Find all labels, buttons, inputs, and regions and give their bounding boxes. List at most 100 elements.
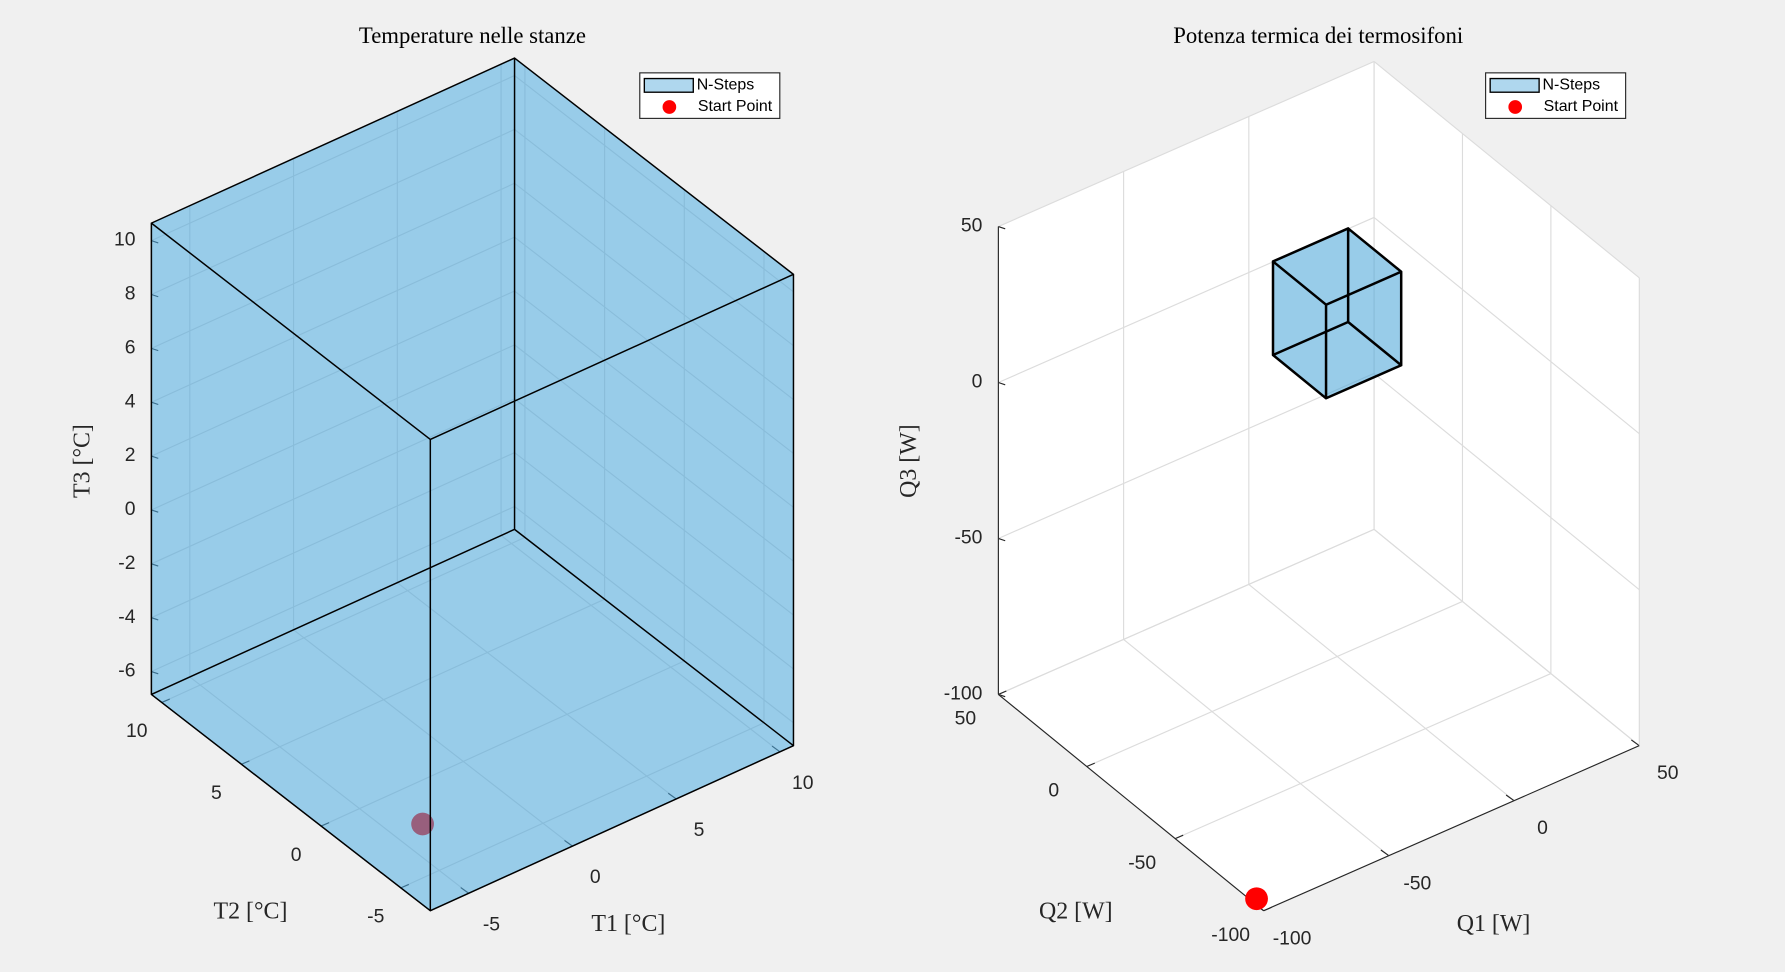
tick-mark bbox=[1505, 794, 1515, 802]
legend-box bbox=[639, 72, 781, 119]
box-face bbox=[151, 223, 431, 911]
tick-mark bbox=[241, 760, 250, 765]
box-face bbox=[151, 58, 515, 695]
box-face bbox=[430, 274, 794, 911]
chart-title: Potenza termica dei termosifoni bbox=[1173, 23, 1463, 48]
axes-1: -100 -50 0 50 -100 -50 0 50 -100 -50 0 50 Potenza te… bbox=[896, 23, 1678, 950]
y-tick-label: -50 bbox=[1128, 852, 1156, 874]
box-face bbox=[1348, 228, 1402, 366]
legend-swatch bbox=[1489, 77, 1540, 93]
tick-mark bbox=[1630, 739, 1640, 747]
grid-line bbox=[514, 344, 794, 562]
z-tick-label: 6 bbox=[125, 336, 136, 358]
grid-line bbox=[320, 660, 685, 827]
z-tick-label: 4 bbox=[125, 390, 136, 412]
y-tick-label: 5 bbox=[211, 782, 222, 804]
z-tick-label: -4 bbox=[118, 606, 135, 628]
grid-line bbox=[514, 452, 794, 670]
grid-line bbox=[151, 452, 515, 619]
y-tick-label: 0 bbox=[291, 844, 302, 866]
x-tick-label: 0 bbox=[590, 866, 601, 888]
grid-line bbox=[161, 536, 526, 703]
tick-mark bbox=[151, 670, 159, 675]
box-face bbox=[514, 58, 794, 746]
axes-0: -6 -4 -2 0 2 4 6 8 10 -5 0 5 10 -5 0 5 10 Temperature nel… bbox=[70, 23, 814, 937]
tick-mark bbox=[1086, 762, 1095, 768]
grid-line bbox=[189, 676, 470, 894]
grid-line bbox=[151, 505, 515, 673]
tick-mark bbox=[151, 563, 159, 567]
box-edges bbox=[150, 57, 795, 912]
tick-mark bbox=[460, 887, 470, 894]
z-tick-label: 50 bbox=[961, 215, 983, 237]
tick-mark bbox=[400, 883, 410, 889]
tick-mark bbox=[151, 401, 159, 406]
tick-mark bbox=[151, 509, 159, 513]
grid-line bbox=[514, 236, 794, 454]
grid-line bbox=[514, 506, 794, 724]
tick-mark bbox=[151, 293, 159, 298]
y-tick-label: 50 bbox=[955, 708, 977, 730]
grid-line bbox=[151, 128, 515, 296]
grid-line bbox=[514, 290, 794, 508]
x-tick-label: -50 bbox=[1403, 872, 1431, 894]
grid-line bbox=[241, 598, 605, 765]
legend-swatch bbox=[1508, 100, 1523, 114]
grid-line bbox=[293, 629, 573, 847]
z-tick-label: -100 bbox=[944, 683, 983, 705]
y-axis-label: Q2 [W] bbox=[1039, 898, 1113, 924]
axes-background bbox=[151, 58, 794, 911]
start-point bbox=[411, 812, 434, 836]
x-axis-label: Q1 [W] bbox=[1457, 911, 1531, 937]
x-axis-line bbox=[1263, 745, 1640, 912]
axes-background bbox=[998, 61, 1640, 911]
legend-box bbox=[1485, 72, 1627, 119]
tick-mark bbox=[161, 698, 170, 703]
grid-line bbox=[1123, 638, 1390, 857]
chart-title: Temperature nelle stanze bbox=[359, 23, 586, 48]
y-tick-label: -100 bbox=[1211, 924, 1250, 946]
x-axis-label: T1 [°C] bbox=[591, 911, 665, 937]
grid-line bbox=[151, 344, 515, 511]
legend-label: N-Steps bbox=[697, 77, 755, 94]
grid-line bbox=[514, 75, 794, 293]
grid-line bbox=[151, 236, 515, 403]
grid-line bbox=[151, 398, 515, 565]
tick-mark bbox=[151, 617, 159, 621]
x-tick-label: -5 bbox=[483, 913, 500, 935]
box-face bbox=[1273, 261, 1327, 399]
tick-mark bbox=[564, 839, 573, 847]
y-tick-label: 10 bbox=[126, 720, 148, 742]
x-tick-label: -100 bbox=[1273, 927, 1312, 949]
y-tick-label: -5 bbox=[367, 906, 384, 928]
tick-mark bbox=[151, 455, 159, 459]
z-tick-label: -6 bbox=[118, 660, 135, 682]
grid-line bbox=[1086, 600, 1463, 768]
z-tick-label: 0 bbox=[972, 371, 983, 393]
legend-label: Start Point bbox=[1544, 98, 1619, 115]
y-tick-label: 0 bbox=[1048, 780, 1059, 802]
tick-mark bbox=[998, 381, 1006, 386]
legend-label: N-Steps bbox=[1543, 77, 1601, 94]
grid-line bbox=[998, 528, 1375, 695]
grid-line bbox=[151, 182, 515, 349]
grid-line bbox=[500, 535, 781, 753]
z-tick-label: 2 bbox=[125, 444, 136, 466]
z-tick-label: -50 bbox=[954, 527, 982, 549]
tick-mark bbox=[998, 690, 1007, 695]
start-point bbox=[1245, 887, 1268, 911]
x-tick-label: 50 bbox=[1657, 762, 1679, 784]
x-tick-label: 10 bbox=[792, 772, 814, 794]
grid-line bbox=[514, 128, 794, 347]
grid-line bbox=[151, 75, 515, 242]
z-tick-label: 10 bbox=[114, 229, 136, 251]
tick-mark bbox=[1380, 849, 1390, 857]
grid-line bbox=[1373, 528, 1640, 747]
grid-line bbox=[514, 398, 794, 616]
grid-line bbox=[1373, 216, 1640, 435]
grid-line bbox=[151, 290, 515, 457]
grid-line bbox=[998, 372, 1375, 539]
tick-mark bbox=[667, 792, 677, 800]
